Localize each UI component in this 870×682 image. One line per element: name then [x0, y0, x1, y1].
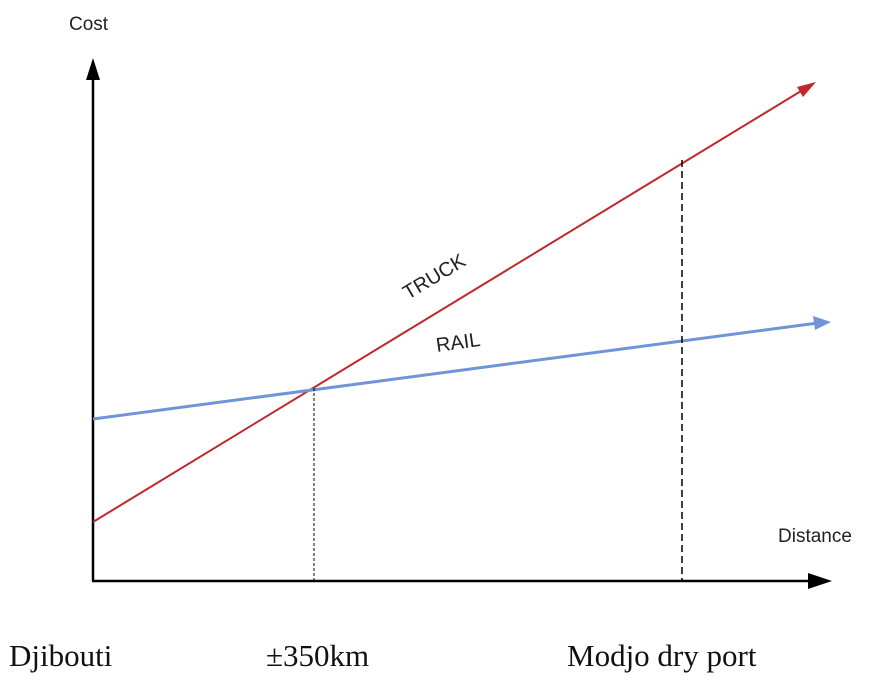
y-axis-label: Cost — [69, 14, 109, 35]
rail-line — [92, 321, 819, 421]
destination-label: Modjo dry port — [567, 638, 757, 673]
y-axis-arrowhead — [86, 58, 100, 80]
truck-line — [92, 87, 807, 523]
truck-line-label: TRUCK — [399, 250, 470, 305]
breakeven-distance-label: ±350km — [266, 638, 369, 673]
truck-arrowhead — [797, 82, 816, 97]
origin-label: Djibouti — [9, 638, 113, 673]
x-axis-label: Distance — [778, 526, 852, 547]
rail-line-label: RAIL — [435, 329, 482, 357]
rail-arrowhead — [813, 316, 831, 330]
x-axis-arrowhead — [808, 573, 832, 589]
